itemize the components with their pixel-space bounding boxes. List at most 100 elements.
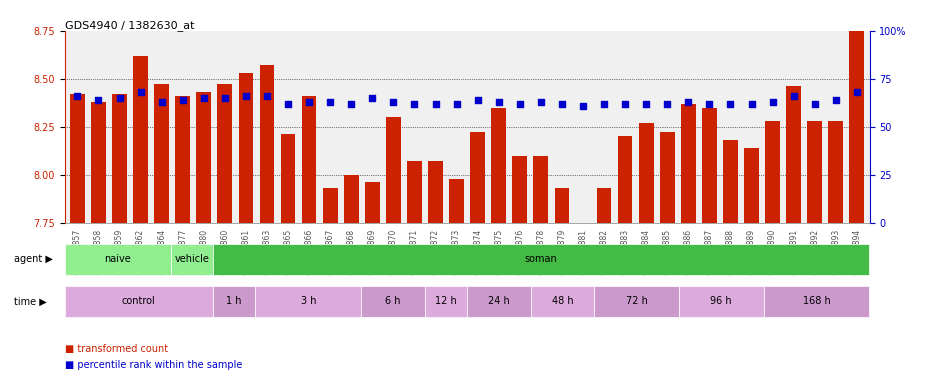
FancyBboxPatch shape <box>425 286 467 317</box>
Bar <box>91 102 105 384</box>
Point <box>217 95 232 101</box>
Text: ■ percentile rank within the sample: ■ percentile rank within the sample <box>65 360 242 370</box>
Text: time ▶: time ▶ <box>14 296 46 306</box>
Bar <box>849 6 864 384</box>
Bar <box>534 156 549 384</box>
Bar <box>239 73 253 384</box>
Bar <box>681 104 696 384</box>
FancyBboxPatch shape <box>170 244 213 275</box>
Bar <box>575 225 590 384</box>
Bar <box>133 56 148 384</box>
Bar <box>260 65 275 384</box>
Bar <box>365 182 379 384</box>
Point <box>597 101 611 107</box>
Point <box>512 101 527 107</box>
Point <box>196 95 211 101</box>
Point <box>70 93 85 99</box>
Point <box>386 99 401 105</box>
FancyBboxPatch shape <box>65 286 213 317</box>
Point <box>534 99 549 105</box>
Text: 12 h: 12 h <box>435 296 457 306</box>
FancyBboxPatch shape <box>531 286 594 317</box>
Point <box>575 103 590 109</box>
Point <box>450 101 464 107</box>
Point <box>112 95 127 101</box>
Point <box>491 99 506 105</box>
Text: ■ transformed count: ■ transformed count <box>65 344 167 354</box>
Bar <box>176 96 191 384</box>
Bar <box>386 117 401 384</box>
Point <box>849 89 864 95</box>
Bar <box>765 121 780 384</box>
Point <box>808 101 822 107</box>
FancyBboxPatch shape <box>362 286 425 317</box>
Bar <box>112 94 127 384</box>
Bar <box>450 179 464 384</box>
Text: 72 h: 72 h <box>625 296 648 306</box>
FancyBboxPatch shape <box>65 244 170 275</box>
Text: 24 h: 24 h <box>488 296 510 306</box>
Point <box>723 101 738 107</box>
Bar <box>702 108 717 384</box>
Text: 168 h: 168 h <box>803 296 831 306</box>
Text: control: control <box>122 296 155 306</box>
Point <box>133 89 148 95</box>
Text: soman: soman <box>524 253 558 263</box>
Point <box>280 101 295 107</box>
Point <box>765 99 780 105</box>
Point <box>260 93 275 99</box>
Bar <box>470 132 485 384</box>
Text: 96 h: 96 h <box>710 296 732 306</box>
Point <box>154 99 169 105</box>
Point <box>428 101 443 107</box>
Bar <box>639 123 654 384</box>
FancyBboxPatch shape <box>255 286 362 317</box>
Point <box>344 101 359 107</box>
Point <box>470 97 485 103</box>
Text: 3 h: 3 h <box>301 296 316 306</box>
Bar <box>407 161 422 384</box>
Point <box>681 99 696 105</box>
Bar <box>428 161 443 384</box>
Bar <box>786 86 801 384</box>
FancyBboxPatch shape <box>213 286 255 317</box>
Bar <box>597 188 611 384</box>
Text: 1 h: 1 h <box>227 296 242 306</box>
Point <box>744 101 758 107</box>
Bar <box>660 132 674 384</box>
Bar <box>323 188 338 384</box>
Point <box>323 99 338 105</box>
Bar <box>217 84 232 384</box>
FancyBboxPatch shape <box>679 286 764 317</box>
Bar <box>70 94 85 384</box>
FancyBboxPatch shape <box>467 286 531 317</box>
Bar <box>829 121 844 384</box>
Text: naive: naive <box>105 253 131 263</box>
Text: GDS4940 / 1382630_at: GDS4940 / 1382630_at <box>65 20 194 31</box>
FancyBboxPatch shape <box>213 244 870 275</box>
Point <box>407 101 422 107</box>
Point <box>829 97 844 103</box>
Text: 6 h: 6 h <box>385 296 401 306</box>
Text: 48 h: 48 h <box>551 296 574 306</box>
Bar <box>344 175 359 384</box>
Point <box>702 101 717 107</box>
Bar <box>302 96 316 384</box>
Point <box>239 93 253 99</box>
Bar <box>512 156 527 384</box>
Bar <box>555 188 569 384</box>
Point <box>365 95 380 101</box>
Point <box>554 101 569 107</box>
Point <box>660 101 674 107</box>
Bar <box>744 148 758 384</box>
Point <box>91 97 105 103</box>
Point <box>618 101 633 107</box>
Bar <box>618 136 633 384</box>
Text: vehicle: vehicle <box>175 253 209 263</box>
Bar <box>491 108 506 384</box>
Bar <box>723 140 738 384</box>
Bar <box>196 92 211 384</box>
Point <box>176 97 191 103</box>
FancyBboxPatch shape <box>594 286 679 317</box>
Point <box>302 99 316 105</box>
